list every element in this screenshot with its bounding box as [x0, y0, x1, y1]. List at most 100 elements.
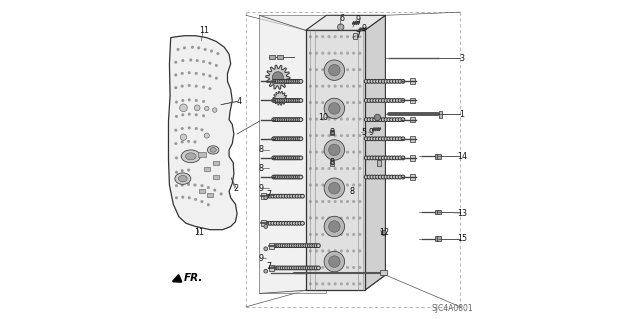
- Circle shape: [328, 144, 340, 156]
- Circle shape: [294, 137, 298, 141]
- Circle shape: [266, 221, 269, 225]
- Circle shape: [290, 156, 294, 160]
- Circle shape: [181, 141, 184, 143]
- Circle shape: [328, 184, 330, 186]
- Circle shape: [316, 266, 318, 269]
- Circle shape: [288, 156, 292, 160]
- Circle shape: [358, 52, 361, 55]
- Circle shape: [277, 156, 281, 160]
- Circle shape: [288, 175, 292, 179]
- Ellipse shape: [210, 148, 216, 152]
- Circle shape: [328, 250, 330, 252]
- Circle shape: [182, 114, 184, 116]
- Circle shape: [182, 99, 184, 102]
- Circle shape: [286, 79, 290, 83]
- Circle shape: [276, 266, 280, 270]
- Circle shape: [268, 194, 272, 198]
- Circle shape: [278, 244, 282, 248]
- Circle shape: [316, 233, 318, 236]
- Circle shape: [288, 118, 292, 122]
- Circle shape: [364, 156, 368, 160]
- Bar: [410, 155, 415, 161]
- Circle shape: [387, 99, 391, 102]
- Circle shape: [180, 104, 188, 112]
- Circle shape: [358, 118, 361, 120]
- Circle shape: [328, 233, 330, 236]
- Circle shape: [328, 266, 330, 269]
- Circle shape: [209, 62, 211, 64]
- Circle shape: [334, 184, 337, 186]
- Circle shape: [181, 127, 184, 130]
- Circle shape: [295, 221, 299, 225]
- Circle shape: [182, 59, 184, 62]
- Circle shape: [328, 103, 340, 114]
- Circle shape: [317, 244, 320, 248]
- Circle shape: [287, 194, 291, 198]
- Text: 9: 9: [356, 15, 361, 24]
- Polygon shape: [306, 30, 365, 290]
- Text: 9: 9: [259, 254, 264, 263]
- Text: 9: 9: [369, 128, 374, 137]
- Circle shape: [381, 137, 385, 141]
- Circle shape: [274, 175, 278, 179]
- Circle shape: [277, 99, 281, 102]
- Circle shape: [378, 137, 382, 141]
- Text: 8: 8: [330, 128, 335, 137]
- Text: 3: 3: [460, 54, 465, 63]
- Circle shape: [175, 171, 178, 174]
- Circle shape: [188, 197, 191, 199]
- Circle shape: [321, 134, 324, 137]
- Circle shape: [316, 85, 318, 87]
- Circle shape: [387, 175, 391, 179]
- Circle shape: [367, 79, 371, 83]
- Circle shape: [297, 118, 301, 122]
- Circle shape: [334, 35, 337, 38]
- Circle shape: [292, 118, 296, 122]
- Polygon shape: [306, 15, 385, 30]
- Circle shape: [334, 68, 337, 71]
- Circle shape: [370, 137, 374, 141]
- Circle shape: [396, 175, 399, 179]
- Circle shape: [340, 184, 342, 186]
- Circle shape: [340, 52, 342, 55]
- Circle shape: [364, 175, 368, 179]
- Circle shape: [309, 200, 312, 203]
- Bar: [214, 175, 219, 179]
- Circle shape: [281, 175, 285, 179]
- Circle shape: [189, 59, 192, 61]
- Text: 10: 10: [318, 113, 328, 122]
- Circle shape: [207, 204, 210, 206]
- Circle shape: [316, 68, 318, 71]
- Circle shape: [281, 79, 285, 83]
- Circle shape: [277, 79, 281, 83]
- Circle shape: [301, 244, 305, 248]
- Circle shape: [279, 79, 283, 83]
- Circle shape: [346, 35, 349, 38]
- Circle shape: [390, 137, 394, 141]
- Circle shape: [271, 194, 275, 198]
- Circle shape: [283, 79, 287, 83]
- Circle shape: [201, 129, 204, 131]
- Circle shape: [384, 137, 388, 141]
- Bar: [353, 33, 357, 39]
- Circle shape: [188, 127, 191, 129]
- Circle shape: [381, 118, 385, 122]
- Circle shape: [309, 118, 312, 120]
- Circle shape: [282, 194, 285, 198]
- Circle shape: [295, 118, 299, 122]
- Circle shape: [384, 118, 388, 122]
- Circle shape: [264, 196, 268, 200]
- Circle shape: [194, 184, 196, 186]
- Circle shape: [396, 99, 399, 102]
- Circle shape: [367, 175, 371, 179]
- Circle shape: [309, 283, 312, 285]
- Text: 12: 12: [379, 228, 389, 237]
- Circle shape: [286, 99, 290, 102]
- Circle shape: [328, 134, 330, 137]
- Circle shape: [175, 61, 177, 63]
- Circle shape: [353, 118, 355, 120]
- Circle shape: [316, 167, 318, 170]
- Circle shape: [353, 250, 355, 252]
- Circle shape: [314, 266, 318, 270]
- Circle shape: [387, 156, 391, 160]
